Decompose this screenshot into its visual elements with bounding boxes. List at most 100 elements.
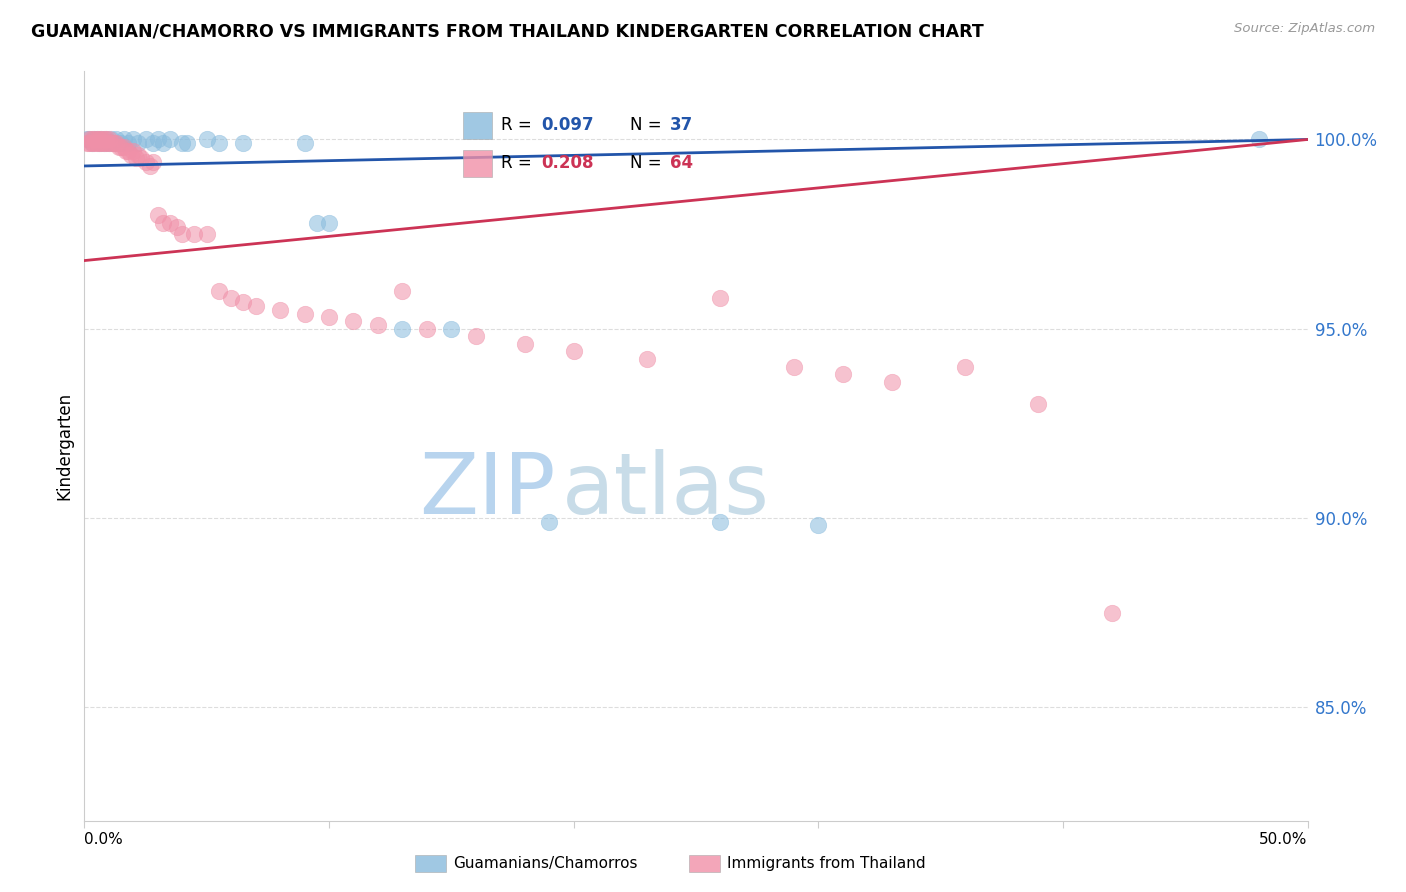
Point [87, 136, 110, 151]
Point [391, 321, 413, 335]
Point [195, 227, 218, 241]
Point [391, 284, 413, 298]
Point [142, 136, 165, 151]
Point [77, 136, 100, 151]
Point [1101, 606, 1123, 620]
Point [176, 136, 198, 151]
Point [129, 152, 152, 166]
Point [83, 132, 105, 146]
Point [93, 136, 115, 151]
Point [117, 136, 139, 151]
Point [440, 321, 463, 335]
Point [90, 132, 112, 146]
Point [110, 136, 132, 151]
Point [135, 155, 157, 169]
Point [76, 132, 98, 146]
Point [80, 136, 103, 151]
Point [110, 140, 132, 154]
Point [1247, 132, 1270, 146]
Point [318, 310, 340, 325]
Point [112, 132, 135, 146]
Point [342, 314, 364, 328]
Point [152, 216, 174, 230]
Point [232, 136, 254, 151]
Point [208, 284, 231, 298]
Point [77, 132, 100, 146]
Y-axis label: Kindergarten: Kindergarten [55, 392, 73, 500]
Point [183, 227, 205, 241]
Point [139, 159, 162, 173]
Point [416, 321, 439, 335]
Point [93, 136, 115, 151]
Point [103, 136, 125, 151]
Point [87, 136, 110, 151]
Text: Immigrants from Thailand: Immigrants from Thailand [727, 856, 925, 871]
Point [305, 216, 328, 230]
Point [96, 136, 118, 151]
Point [97, 136, 120, 151]
Point [127, 147, 149, 161]
Point [245, 299, 267, 313]
Point [636, 351, 658, 366]
Point [90, 132, 112, 146]
Point [146, 132, 169, 146]
Text: Guamanians/Chamorros: Guamanians/Chamorros [453, 856, 637, 871]
Point [709, 515, 731, 529]
Point [117, 144, 139, 158]
Point [142, 155, 165, 169]
Point [1028, 397, 1050, 411]
Point [86, 132, 108, 146]
Point [709, 292, 731, 306]
Point [105, 132, 128, 146]
Point [219, 292, 242, 306]
Point [269, 302, 291, 317]
Point [513, 336, 536, 351]
Point [100, 132, 122, 146]
Point [172, 227, 194, 241]
Point [112, 140, 135, 154]
Text: ZIP: ZIP [419, 450, 555, 533]
Point [562, 344, 585, 359]
Point [96, 132, 118, 146]
Point [87, 132, 110, 146]
Point [294, 307, 316, 321]
Point [208, 136, 231, 151]
Point [96, 132, 118, 146]
Point [953, 359, 976, 374]
Point [159, 132, 181, 146]
Point [76, 136, 98, 151]
Point [80, 132, 103, 146]
Point [318, 216, 340, 230]
Text: 50.0%: 50.0% [1260, 832, 1308, 847]
Point [127, 136, 149, 151]
Point [232, 295, 254, 310]
Point [120, 147, 142, 161]
Point [80, 136, 103, 151]
Text: 0.0%: 0.0% [84, 832, 124, 847]
Point [107, 140, 129, 154]
Point [97, 136, 120, 151]
Point [115, 144, 138, 158]
Point [93, 132, 115, 146]
Point [122, 132, 145, 146]
Point [367, 318, 389, 332]
Point [105, 136, 128, 151]
Point [152, 136, 174, 151]
Point [86, 136, 108, 151]
Point [83, 132, 105, 146]
Point [538, 515, 561, 529]
Point [880, 375, 903, 389]
Text: atlas: atlas [561, 450, 769, 533]
Point [83, 136, 105, 151]
Point [831, 367, 853, 381]
Point [103, 136, 125, 151]
Point [464, 329, 486, 343]
Point [807, 518, 830, 533]
Point [783, 359, 806, 374]
Text: Source: ZipAtlas.com: Source: ZipAtlas.com [1234, 22, 1375, 36]
Point [97, 132, 120, 146]
Point [86, 132, 108, 146]
Point [122, 144, 145, 158]
Point [100, 136, 122, 151]
Point [125, 152, 148, 166]
